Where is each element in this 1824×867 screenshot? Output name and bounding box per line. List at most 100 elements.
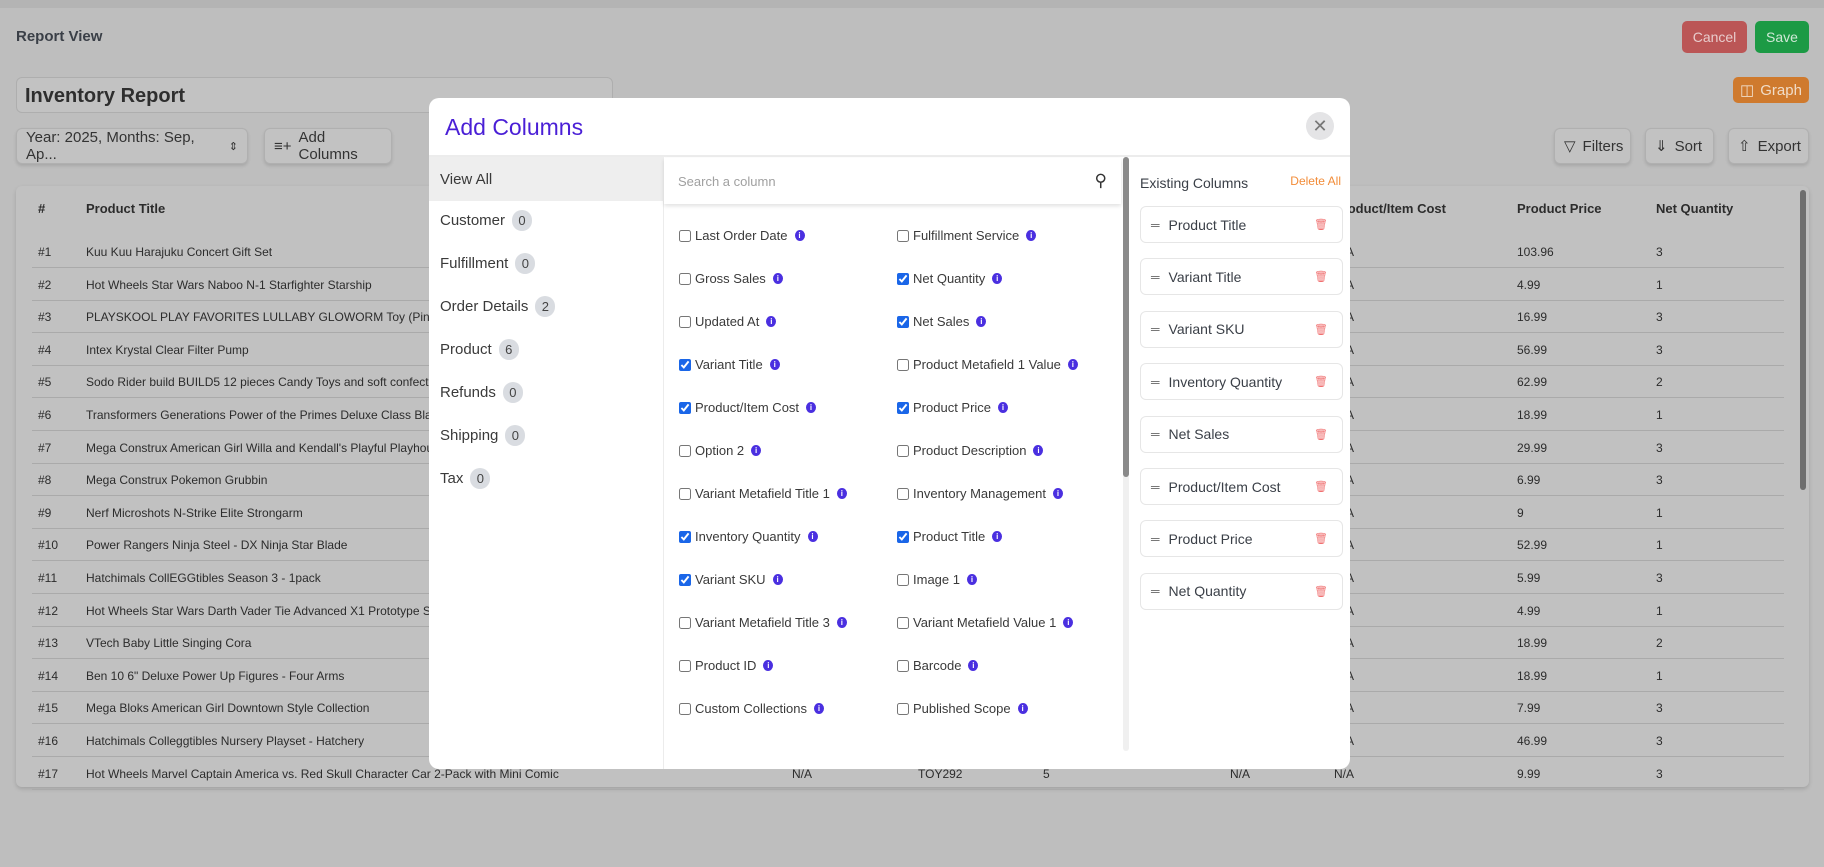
column-option[interactable]: Product ID i: [679, 658, 774, 673]
export-button[interactable]: ⇧ Export: [1728, 128, 1809, 164]
column-option[interactable]: Product Title i: [897, 529, 1003, 544]
delete-all-button[interactable]: Delete All: [1290, 174, 1341, 188]
column-checkbox[interactable]: [679, 616, 691, 629]
column-checkbox[interactable]: [679, 401, 691, 414]
column-option[interactable]: Variant Metafield Title 3 i: [679, 615, 847, 630]
drag-handle-icon[interactable]: ═: [1151, 322, 1160, 337]
report-name-input[interactable]: Inventory Report: [16, 77, 613, 113]
existing-column-item[interactable]: ═ Variant Title 🗑: [1140, 258, 1343, 296]
graph-button[interactable]: ◫ Graph: [1733, 77, 1809, 103]
column-checkbox[interactable]: [679, 444, 691, 457]
trash-icon[interactable]: 🗑: [1314, 271, 1328, 284]
info-icon[interactable]: i: [814, 703, 824, 714]
info-icon[interactable]: i: [976, 316, 987, 327]
filters-button[interactable]: ▽ Filters: [1554, 128, 1631, 164]
existing-column-item[interactable]: ═ Net Quantity 🗑: [1140, 572, 1343, 610]
column-option[interactable]: Net Quantity i: [897, 271, 1003, 286]
column-checkbox[interactable]: [897, 315, 909, 328]
info-icon[interactable]: i: [1017, 703, 1028, 714]
info-icon[interactable]: i: [1063, 617, 1074, 628]
trash-icon[interactable]: 🗑: [1314, 585, 1328, 598]
column-option[interactable]: Product Metafield 1 Value i: [897, 357, 1078, 372]
close-button[interactable]: ✕: [1306, 112, 1334, 140]
info-icon[interactable]: i: [1033, 445, 1044, 456]
column-option[interactable]: Fulfillment Service i: [897, 228, 1037, 243]
existing-column-item[interactable]: ═ Inventory Quantity 🗑: [1140, 363, 1343, 401]
column-checkbox[interactable]: [897, 358, 909, 371]
column-option[interactable]: Product/Item Cost i: [679, 400, 817, 415]
column-option[interactable]: Inventory Management i: [897, 486, 1063, 501]
info-icon[interactable]: i: [966, 574, 977, 585]
checklist-scrollbar-thumb[interactable]: [1123, 157, 1129, 477]
column-option[interactable]: Published Scope i: [897, 701, 1028, 716]
column-option[interactable]: Net Sales i: [897, 314, 987, 329]
column-option[interactable]: Option 2 i: [679, 443, 762, 458]
column-checkbox[interactable]: [679, 272, 691, 285]
info-icon[interactable]: i: [806, 402, 817, 413]
column-checkbox[interactable]: [897, 616, 909, 629]
column-checkbox[interactable]: [679, 487, 691, 500]
column-checkbox[interactable]: [679, 573, 691, 586]
category-fulfillment[interactable]: Fulfillment 0: [429, 241, 664, 285]
table-scrollbar[interactable]: [1800, 190, 1806, 490]
trash-icon[interactable]: 🗑: [1314, 428, 1328, 441]
info-icon[interactable]: i: [992, 273, 1003, 284]
column-checkbox[interactable]: [897, 272, 909, 285]
trash-icon[interactable]: 🗑: [1314, 481, 1328, 493]
column-option[interactable]: Variant Metafield Value 1 i: [897, 615, 1074, 630]
date-filter-select[interactable]: Year: 2025, Months: Sep, Ap... ⇕: [16, 128, 248, 164]
column-option[interactable]: Barcode i: [897, 658, 979, 673]
category-refunds[interactable]: Refunds 0: [429, 370, 664, 414]
column-option[interactable]: Product Price i: [897, 400, 1009, 415]
trash-icon[interactable]: 🗑: [1314, 219, 1328, 231]
add-columns-button[interactable]: ≡+ Add Columns: [264, 128, 392, 164]
category-customer[interactable]: Customer 0: [429, 198, 664, 242]
drag-handle-icon[interactable]: ═: [1151, 479, 1160, 494]
drag-handle-icon[interactable]: ═: [1151, 427, 1160, 442]
trash-icon[interactable]: 🗑: [1314, 376, 1328, 389]
info-icon[interactable]: i: [772, 574, 783, 585]
column-checkbox[interactable]: [679, 530, 691, 543]
column-header[interactable]: Product Title: [86, 201, 166, 216]
column-checkbox[interactable]: [679, 659, 691, 672]
column-option[interactable]: Image 1 i: [897, 572, 977, 587]
category-order-details[interactable]: Order Details 2: [429, 284, 664, 328]
existing-column-item[interactable]: ═ Product/Item Cost 🗑: [1140, 468, 1343, 505]
column-checkbox[interactable]: [897, 702, 909, 715]
info-icon[interactable]: i: [836, 488, 847, 499]
column-search[interactable]: ⚲: [664, 158, 1121, 204]
existing-column-item[interactable]: ═ Product Price 🗑: [1140, 520, 1343, 558]
column-checkbox[interactable]: [897, 573, 909, 586]
drag-handle-icon[interactable]: ═: [1151, 374, 1160, 389]
column-option[interactable]: Custom Collections i: [679, 701, 824, 716]
column-checkbox[interactable]: [679, 229, 691, 242]
info-icon[interactable]: i: [1052, 488, 1063, 499]
save-button[interactable]: Save: [1755, 21, 1809, 53]
column-option[interactable]: Product Description i: [897, 443, 1044, 458]
category-tax[interactable]: Tax 0: [429, 456, 664, 500]
category-shipping[interactable]: Shipping 0: [429, 413, 664, 457]
column-checkbox[interactable]: [897, 487, 909, 500]
drag-handle-icon[interactable]: ═: [1151, 217, 1160, 232]
info-icon[interactable]: i: [836, 617, 847, 628]
info-icon[interactable]: i: [998, 402, 1009, 413]
search-icon[interactable]: ⚲: [1094, 171, 1107, 190]
column-option[interactable]: Variant Metafield Title 1 i: [679, 486, 847, 501]
existing-column-item[interactable]: ═ Product Title 🗑: [1140, 206, 1343, 243]
info-icon[interactable]: i: [763, 660, 774, 671]
column-checkbox[interactable]: [679, 315, 691, 328]
info-icon[interactable]: i: [807, 531, 818, 542]
column-checkbox[interactable]: [897, 659, 909, 672]
existing-column-item[interactable]: ═ Variant SKU 🗑: [1140, 310, 1343, 348]
column-header[interactable]: #: [38, 201, 46, 216]
category-view-all[interactable]: View All: [429, 157, 664, 201]
column-option[interactable]: Variant SKU i: [679, 572, 783, 587]
trash-icon[interactable]: 🗑: [1314, 533, 1328, 546]
drag-handle-icon[interactable]: ═: [1151, 584, 1160, 599]
info-icon[interactable]: i: [1067, 359, 1078, 370]
info-icon[interactable]: i: [751, 445, 762, 456]
info-icon[interactable]: i: [992, 531, 1003, 542]
column-option[interactable]: Gross Sales i: [679, 271, 783, 286]
column-option[interactable]: Last Order Date i: [679, 228, 805, 243]
column-checkbox[interactable]: [679, 358, 691, 371]
